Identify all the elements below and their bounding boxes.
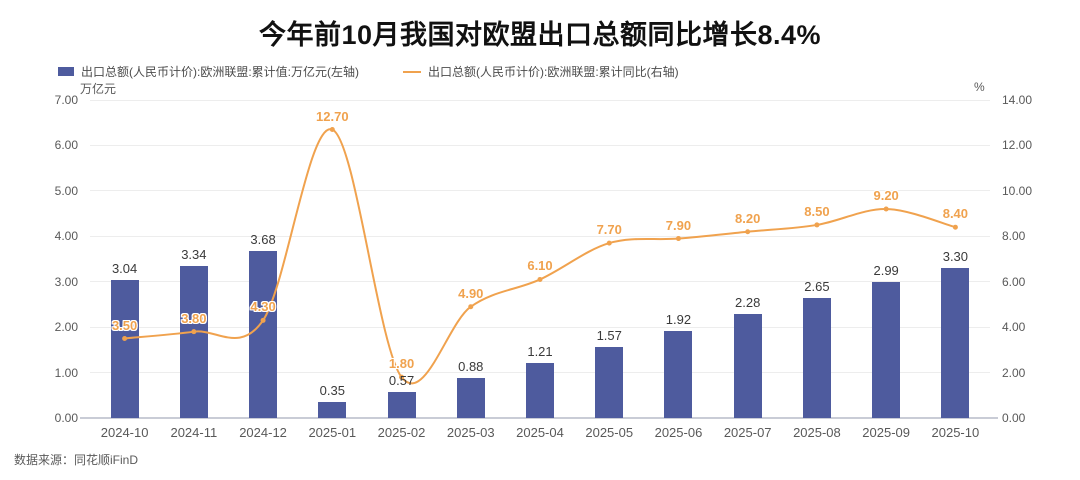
line-point-2025-10 bbox=[952, 224, 958, 230]
legend: 出口总额(人民币计价):欧洲联盟:累计值:万亿元(左轴) 出口总额(人民币计价)… bbox=[58, 63, 679, 80]
chart-title: 今年前10月我国对欧盟出口总额同比增长8.4% bbox=[258, 20, 822, 50]
bar-value-label: 0.35 bbox=[319, 383, 345, 399]
x-axis-label-2025-09: 2025-09 bbox=[862, 425, 910, 440]
right-axis-tick: 0.00 bbox=[1002, 411, 1026, 425]
line-value-label: 12.70 bbox=[316, 108, 349, 124]
line-value-label: 1.80 bbox=[388, 356, 415, 372]
bar-value-label: 2.99 bbox=[873, 263, 899, 279]
line-value-label: 8.20 bbox=[735, 210, 761, 226]
x-axis-label-2025-08: 2025-08 bbox=[793, 425, 841, 440]
right-axis-tick: 12.00 bbox=[1002, 138, 1033, 153]
bar-value-label: 2.65 bbox=[804, 278, 830, 294]
legend-label-bar-series: 出口总额(人民币计价):欧洲联盟:累计值:万亿元(左轴) bbox=[81, 65, 359, 79]
left-axis-tick: 5.00 bbox=[54, 183, 78, 198]
line-value-label: 3.50 bbox=[111, 317, 138, 333]
left-axis-tick: 7.00 bbox=[54, 93, 78, 107]
x-axis-label-2025-02: 2025-02 bbox=[377, 425, 426, 440]
line-value-label: 4.90 bbox=[458, 285, 484, 301]
line-point-2025-05 bbox=[606, 240, 612, 246]
line-value-label: 3.80 bbox=[181, 310, 207, 326]
bar-2025-10 bbox=[941, 268, 970, 418]
bar-value-label: 1.92 bbox=[665, 311, 692, 327]
bar-2025-02 bbox=[387, 392, 416, 418]
x-axis-label-2025-01: 2025-01 bbox=[308, 425, 357, 440]
left-axis-tick: 0.00 bbox=[54, 411, 78, 425]
legend-label-line-series: 出口总额(人民币计价):欧洲联盟:累计同比(右轴) bbox=[428, 65, 679, 79]
right-axis-tick: 6.00 bbox=[1002, 274, 1026, 289]
bar-value-label: 2.28 bbox=[735, 295, 761, 311]
right-axis-tick: 4.00 bbox=[1002, 320, 1026, 335]
x-axis-line bbox=[80, 417, 998, 419]
bar-2025-04 bbox=[526, 363, 554, 418]
line-series-swatch-icon bbox=[403, 70, 421, 73]
left-axis-unit: 万亿元 bbox=[80, 82, 117, 96]
line-point-2025-07 bbox=[745, 229, 751, 235]
left-axis-tick: 2.00 bbox=[54, 320, 78, 335]
bar-2025-05 bbox=[595, 346, 624, 418]
line-point-2025-08 bbox=[814, 222, 820, 228]
x-axis-label-2024-10: 2024-10 bbox=[100, 425, 149, 440]
left-axis-tick: 3.00 bbox=[54, 274, 78, 289]
bar-2025-07 bbox=[733, 314, 762, 418]
right-axis-tick: 8.00 bbox=[1002, 229, 1026, 244]
gridline bbox=[90, 99, 990, 101]
bar-value-label: 3.34 bbox=[181, 247, 207, 263]
bar-value-label: 3.30 bbox=[942, 249, 969, 265]
bar-2024-12 bbox=[249, 250, 278, 418]
left-axis-tick: 4.00 bbox=[54, 229, 78, 244]
line-value-label: 9.20 bbox=[873, 188, 899, 204]
gridline bbox=[90, 281, 990, 283]
x-axis-label-2024-12: 2024-12 bbox=[239, 425, 287, 440]
line-value-label: 7.70 bbox=[596, 222, 622, 238]
x-axis-label-2025-03: 2025-03 bbox=[446, 425, 495, 440]
bar-2025-03 bbox=[456, 378, 485, 418]
legend-item-line-series: 出口总额(人民币计价):欧洲联盟:累计同比(右轴) bbox=[403, 63, 679, 80]
bar-2024-10 bbox=[110, 279, 139, 418]
bar-value-label: 1.21 bbox=[527, 344, 553, 360]
x-axis-label-2025-06: 2025-06 bbox=[654, 425, 703, 440]
line-point-2025-09 bbox=[883, 206, 889, 212]
data-source: 数据来源：同花顺iFinD bbox=[14, 453, 139, 467]
line-value-label: 8.40 bbox=[942, 206, 969, 222]
left-axis-tick: 1.00 bbox=[54, 365, 78, 380]
x-axis-label-2025-10: 2025-10 bbox=[931, 425, 980, 440]
line-value-label: 6.10 bbox=[527, 258, 553, 274]
bar-value-label: 3.04 bbox=[111, 260, 138, 276]
gridline bbox=[90, 144, 990, 146]
x-axis-label-2025-04: 2025-04 bbox=[516, 425, 564, 440]
bar-value-label: 0.57 bbox=[388, 373, 415, 389]
bar-2025-06 bbox=[664, 330, 693, 418]
line-value-label: 7.90 bbox=[665, 217, 692, 233]
x-axis-label-2025-05: 2025-05 bbox=[585, 425, 634, 440]
line-point-2025-06 bbox=[675, 236, 681, 242]
bar-series-swatch-icon bbox=[58, 67, 74, 76]
bar-value-label: 3.68 bbox=[250, 231, 276, 247]
line-value-label: 4.30 bbox=[250, 299, 276, 315]
right-axis-tick: 2.00 bbox=[1002, 365, 1026, 380]
x-axis-label-2024-11: 2024-11 bbox=[170, 425, 218, 440]
left-axis-tick: 6.00 bbox=[54, 138, 78, 153]
bar-2024-11 bbox=[179, 266, 208, 418]
bar-2025-01 bbox=[318, 402, 347, 418]
line-value-label: 8.50 bbox=[804, 203, 830, 219]
right-axis-unit: % bbox=[974, 80, 985, 94]
bar-value-label: 1.57 bbox=[596, 327, 622, 343]
legend-item-bar-series: 出口总额(人民币计价):欧洲联盟:累计值:万亿元(左轴) bbox=[58, 63, 359, 80]
gridline bbox=[90, 235, 990, 237]
line-point-2025-01 bbox=[329, 127, 335, 133]
x-axis-label-2025-07: 2025-07 bbox=[723, 425, 772, 440]
bar-2025-08 bbox=[802, 297, 831, 418]
right-axis-tick: 10.00 bbox=[1002, 183, 1033, 198]
bar-value-label: 0.88 bbox=[458, 359, 484, 375]
right-axis-tick: 14.00 bbox=[1002, 93, 1033, 107]
gridline bbox=[90, 326, 990, 328]
bar-2025-09 bbox=[872, 282, 901, 418]
line-point-2025-03 bbox=[468, 304, 474, 310]
